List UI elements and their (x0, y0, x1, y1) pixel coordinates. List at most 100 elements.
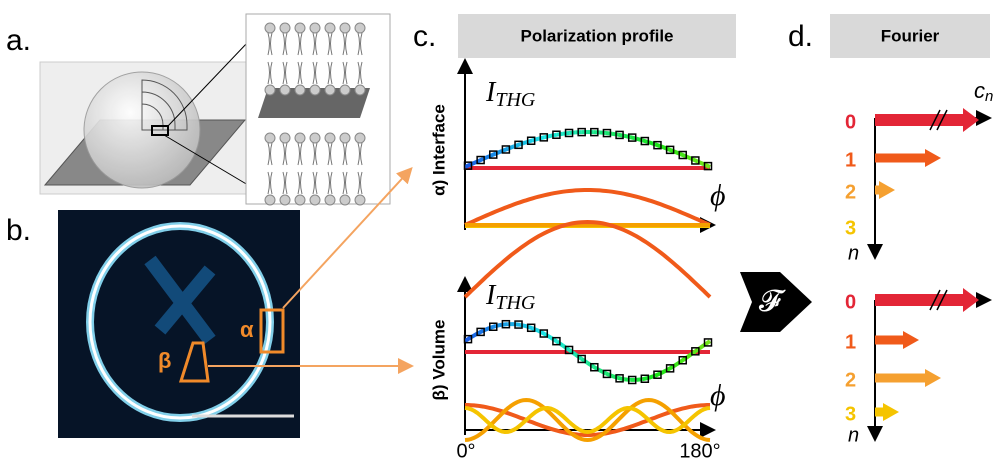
header-box (458, 14, 736, 58)
sample-point (665, 145, 675, 155)
lipid-tail (297, 32, 303, 56)
lipid-tail (282, 61, 288, 85)
order-label: 2 (845, 369, 856, 391)
lipid-tail (342, 142, 348, 166)
panel-label: a. (6, 24, 31, 57)
panel-header: Polarization profile (520, 26, 673, 45)
sample-point (552, 336, 561, 346)
order-label: 0 (845, 291, 856, 313)
lipid-tail (357, 61, 363, 85)
lipid-tail (357, 171, 363, 195)
lipid-head (354, 22, 366, 34)
lipid-tail (312, 171, 318, 195)
sample-point (665, 364, 675, 373)
component-curve (464, 397, 711, 443)
sample-point (564, 128, 574, 138)
order-label: 0 (845, 111, 856, 133)
lipid-tail (267, 142, 273, 166)
fit-segment (690, 347, 699, 356)
panel-label: d. (788, 20, 813, 53)
lipid-head (294, 84, 306, 96)
axis-label: n (848, 424, 859, 446)
axis-break (929, 109, 948, 131)
sample-point (653, 140, 662, 150)
component-curve (464, 188, 711, 227)
lipid-tail (312, 32, 318, 56)
coefficient-arrow (875, 369, 941, 387)
fit-segment (611, 374, 619, 380)
sample-point (564, 345, 574, 355)
lipid-tail (282, 32, 288, 56)
axis-label: n (848, 242, 859, 264)
lipid-tail (267, 171, 273, 195)
sample-point (539, 133, 549, 142)
lipid-head (294, 22, 306, 34)
lipid-tail (267, 61, 273, 85)
fit-segment (654, 142, 662, 149)
coefficient-arrow (875, 181, 895, 199)
microscopy-image (58, 210, 300, 438)
sample-point (678, 150, 687, 160)
lipid-head (264, 84, 276, 96)
sample-point (640, 136, 650, 146)
sample-point (615, 130, 624, 140)
lipid-tail (297, 61, 303, 85)
lipid-head (264, 194, 276, 206)
fit-segment (666, 146, 674, 153)
row-label: α) Interface (429, 104, 448, 196)
lipid-head (294, 194, 306, 206)
sample-point (703, 161, 713, 171)
order-label: 3 (845, 217, 856, 239)
lipid-head (309, 194, 321, 206)
lipid-tail (342, 171, 348, 195)
x-axis-label: ϕ (710, 179, 726, 212)
fit-segment (550, 132, 558, 138)
lipid-head (309, 84, 321, 96)
fit-segment (463, 335, 473, 343)
y-axis-label: ITHG (485, 280, 536, 313)
fit-segment (519, 140, 527, 147)
component-curve (463, 219, 712, 299)
lipid-head (354, 194, 366, 206)
lipid-tail (267, 32, 273, 56)
lipid-head (279, 22, 291, 34)
coefficient-arrow (875, 403, 899, 421)
sample-point (463, 161, 473, 170)
fit-segment (678, 151, 687, 159)
sample-point (691, 156, 700, 165)
sample-point (602, 369, 612, 379)
sample-point (653, 370, 662, 379)
lipid-tail (327, 171, 333, 195)
fit-segment (549, 335, 558, 344)
lipid-tail (327, 32, 333, 56)
x-axis-label: cn (974, 78, 993, 105)
coefficient-arrow (875, 108, 979, 132)
sample-point (514, 140, 523, 150)
axis-break (929, 289, 948, 311)
fit-segment (654, 371, 662, 378)
lipid-head (324, 132, 336, 144)
sample-point (552, 130, 561, 139)
fit-segment (611, 131, 619, 137)
panel-label: c. (413, 20, 436, 53)
lipid-tail (342, 61, 348, 85)
order-label: 1 (845, 149, 856, 171)
lipid-tail (312, 142, 318, 166)
lipid-tail (282, 142, 288, 166)
fit-segment (476, 156, 485, 164)
fit-segment (537, 329, 546, 336)
row-label: β) Volume (429, 320, 448, 401)
sample-point (590, 127, 599, 137)
sample-point (691, 347, 700, 356)
fit-segment (531, 326, 540, 333)
lipid-tail (342, 32, 348, 56)
lipid-head (324, 22, 336, 34)
coefficient-arrow (875, 331, 919, 349)
y-axis-label: ITHG (485, 77, 536, 110)
sample-point (526, 323, 536, 333)
roi-label: β (158, 348, 171, 373)
lipid-head (354, 132, 366, 144)
lipid-head (279, 194, 291, 206)
